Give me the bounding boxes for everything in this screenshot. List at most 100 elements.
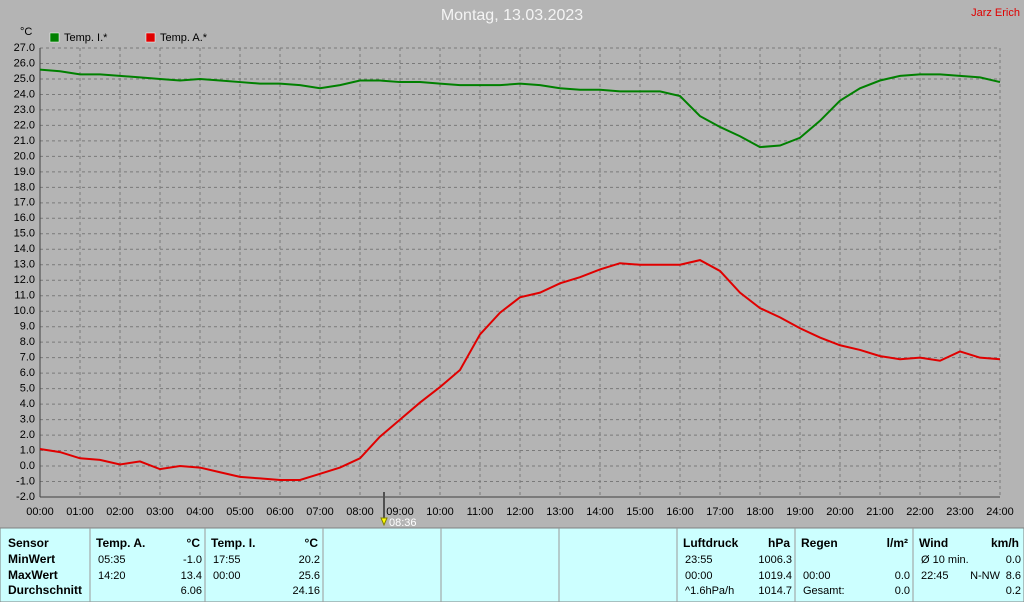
column-header: Regen: [801, 536, 838, 550]
x-tick-label: 16:00: [666, 506, 694, 518]
row-label: MinWert: [8, 552, 55, 566]
x-tick-label: 02:00: [106, 506, 134, 518]
column-unit: hPa: [768, 536, 790, 550]
y-tick-label: 0.0: [20, 460, 35, 472]
x-tick-label: 21:00: [866, 506, 894, 518]
column-unit: km/h: [991, 536, 1019, 550]
table-cell: N-NW: [970, 570, 1001, 582]
y-tick-label: 20.0: [14, 150, 35, 162]
x-tick-label: 04:00: [186, 506, 214, 518]
x-tick-label: 24:00: [986, 506, 1014, 518]
table-cell: 8.6: [1006, 570, 1021, 582]
row-label: MaxWert: [8, 568, 58, 582]
y-tick-label: 19.0: [14, 166, 35, 178]
table-cell: 1006.3: [758, 554, 792, 566]
table-cell: -1.0: [183, 554, 202, 566]
y-tick-label: 14.0: [14, 243, 35, 255]
x-tick-label: 14:00: [586, 506, 614, 518]
y-tick-label: 10.0: [14, 305, 35, 317]
legend-swatch: [49, 32, 60, 43]
y-tick-label: 8.0: [20, 336, 35, 348]
x-tick-label: 19:00: [786, 506, 814, 518]
table-cell: 20.2: [299, 554, 320, 566]
y-axis-label: °C: [20, 26, 32, 38]
table-cell: 0.2: [1006, 585, 1021, 597]
legend-label: Temp. I.*: [64, 32, 108, 44]
x-tick-label: 12:00: [506, 506, 534, 518]
table-cell: Ø 10 min.: [921, 554, 969, 566]
column-header: Temp. I.: [211, 536, 255, 550]
table-header: Sensor: [8, 536, 49, 550]
y-tick-label: 15.0: [14, 228, 35, 240]
table-cell: 1019.4: [758, 570, 792, 582]
table-cell: Gesamt:: [803, 585, 845, 597]
y-tick-label: -2.0: [16, 491, 35, 503]
x-tick-label: 20:00: [826, 506, 854, 518]
x-tick-label: 06:00: [266, 506, 294, 518]
table-cell: 0.0: [895, 585, 910, 597]
x-tick-label: 08:00: [346, 506, 374, 518]
y-tick-label: 3.0: [20, 413, 35, 425]
y-tick-label: 16.0: [14, 212, 35, 224]
table-cell: 14:20: [98, 570, 126, 582]
table-cell: 25.6: [299, 570, 320, 582]
table-cell: 00:00: [803, 570, 831, 582]
y-tick-label: 2.0: [20, 429, 35, 441]
table-cell: 6.06: [181, 585, 202, 597]
y-tick-label: 4.0: [20, 398, 35, 410]
x-tick-label: 00:00: [26, 506, 54, 518]
table-cell: ^1.6hPa/h: [685, 585, 734, 597]
x-tick-label: 23:00: [946, 506, 974, 518]
table-cell: 00:00: [213, 570, 241, 582]
table-cell: 24.16: [292, 585, 320, 597]
y-tick-label: 11.0: [14, 290, 35, 302]
table-cell: 0.0: [895, 570, 910, 582]
x-tick-label: 09:00: [386, 506, 414, 518]
table-cell: 23:55: [685, 554, 713, 566]
time-marker-label: 08:36: [389, 517, 417, 529]
column-unit: l/m²: [887, 536, 908, 550]
table-background: [0, 527, 1024, 602]
y-tick-label: 9.0: [20, 321, 35, 333]
y-tick-label: 18.0: [14, 181, 35, 193]
y-tick-label: 7.0: [20, 352, 35, 364]
table-cell: 22:45: [921, 570, 949, 582]
y-tick-label: 5.0: [20, 383, 35, 395]
table-cell: 0.0: [1006, 554, 1021, 566]
data-line: [39, 259, 1001, 481]
table-cell: 1014.7: [758, 585, 792, 597]
row-label: Durchschnitt: [8, 583, 82, 597]
x-tick-label: 01:00: [66, 506, 94, 518]
y-tick-label: 25.0: [14, 73, 35, 85]
x-tick-label: 11:00: [467, 506, 494, 518]
y-tick-label: 12.0: [14, 274, 35, 286]
y-tick-label: 27.0: [14, 42, 35, 54]
y-tick-label: -1.0: [16, 475, 35, 487]
legend-swatch: [145, 32, 156, 43]
x-tick-label: 05:00: [226, 506, 254, 518]
table-cell: 00:00: [685, 570, 713, 582]
chart-title: Montag, 13.03.2023: [441, 7, 583, 24]
x-tick-label: 17:00: [706, 506, 734, 518]
x-tick-label: 18:00: [746, 506, 774, 518]
legend-label: Temp. A.*: [160, 32, 208, 44]
y-tick-label: 1.0: [20, 444, 35, 456]
column-header: Luftdruck: [683, 536, 739, 550]
y-tick-label: 26.0: [14, 57, 35, 69]
y-tick-label: 23.0: [14, 104, 35, 116]
column-unit: °C: [305, 536, 319, 550]
x-tick-label: 22:00: [906, 506, 934, 518]
time-marker-arrow: [380, 517, 388, 527]
y-tick-label: 13.0: [14, 259, 35, 271]
x-tick-label: 07:00: [306, 506, 334, 518]
x-tick-label: 13:00: [546, 506, 574, 518]
column-header: Wind: [919, 536, 948, 550]
data-line: [39, 68, 1001, 149]
column-header: Temp. A.: [96, 536, 145, 550]
column-unit: °C: [187, 536, 201, 550]
chart-background: [0, 0, 1024, 528]
author: Jarz Erich: [971, 7, 1020, 19]
y-tick-label: 22.0: [14, 119, 35, 131]
table-cell: 13.4: [181, 570, 202, 582]
